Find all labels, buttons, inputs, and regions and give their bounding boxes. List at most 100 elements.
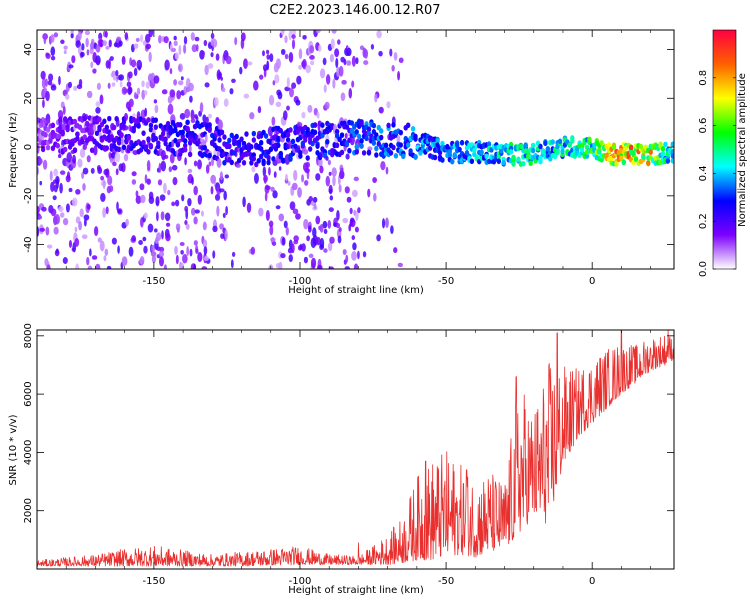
spectrogram-noise-cell [141, 80, 145, 88]
spectrogram-ridge-cell [364, 135, 369, 142]
spectrogram-noise-cell [50, 34, 55, 43]
spectrogram-noise-cell [323, 84, 327, 93]
spectrogram-ridge-cell [160, 130, 166, 137]
spectrogram-noise-cell [338, 184, 342, 193]
spectrogram-noise-cell [54, 214, 61, 225]
spectrogram-ridge-cell [146, 149, 151, 155]
spectrogram-ridge-cell [281, 158, 286, 164]
spectrogram-noise-cell [177, 138, 182, 143]
spectrogram-noise-cell [337, 39, 341, 45]
spectrogram-noise-cell [46, 264, 51, 269]
spectrogram-noise-cell [150, 244, 156, 253]
spectrogram-ridge-cell [104, 124, 110, 131]
spectrogram-ridge-cell [570, 135, 575, 141]
spectrogram-ridge-cell [261, 158, 266, 165]
spectrogram-noise-cell [293, 235, 299, 242]
spectrogram-noise-cell [342, 249, 347, 255]
spectrogram-noise-cell [376, 234, 381, 242]
spectrogram-ridge-cell [45, 118, 51, 124]
spectrogram-noise-cell [221, 87, 226, 92]
spectrogram-ridge-cell [450, 158, 455, 165]
spectrogram-noise-cell [167, 189, 171, 196]
spectrogram-noise-cell [231, 78, 236, 83]
spectrogram-ridge-cell [163, 136, 168, 143]
spectrogram-noise-cell [193, 216, 198, 225]
spectrogram-ridge-cell [249, 160, 254, 166]
spectrogram-ridge-cell [555, 149, 560, 156]
spectrogram-noise-cell [59, 182, 63, 194]
spectrogram-ridge-cell [530, 142, 536, 149]
spectrogram-noise-cell [175, 254, 179, 265]
spectrogram-noise-cell [284, 35, 288, 44]
spectrogram-noise-cell [135, 195, 142, 204]
spectrogram-noise-cell [325, 155, 329, 161]
spectrogram-ridge-cell [366, 126, 372, 132]
spectrogram-noise-cell [75, 263, 80, 269]
spectrogram-noise-cell [37, 142, 40, 154]
spectrogram-noise-cell [164, 59, 170, 71]
spectrogram-ridge-cell [111, 124, 117, 131]
spectrogram-noise-cell [71, 55, 76, 64]
spectrogram-noise-cell [266, 49, 270, 55]
spectrogram-noise-cell [389, 48, 393, 57]
spectrogram-noise-cell [305, 64, 311, 74]
spectrogram-ridge-cell [148, 126, 154, 133]
spectrogram-noise-cell [193, 160, 198, 167]
spectrogram-ridge-cell [55, 133, 61, 140]
spectrogram-ridge-cell [496, 158, 502, 165]
spectrogram-noise-cell [315, 30, 321, 34]
spectrogram-ridge-cell [72, 118, 78, 125]
spectrogram-noise-cell [180, 76, 184, 81]
spectrogram-ridge-cell [337, 136, 342, 143]
spectrogram-noise-cell [327, 242, 333, 252]
spectrogram-noise-cell [72, 154, 77, 164]
spectrogram-noise-cell [283, 220, 288, 229]
spectrogram-noise-cell [78, 221, 82, 231]
spectrogram-ridge-cell [131, 125, 136, 132]
spectrogram-noise-cell [148, 30, 154, 38]
spectrogram-noise-cell [213, 97, 219, 107]
spectrogram-noise-cell [329, 195, 334, 201]
spectrogram-noise-cell [105, 45, 110, 50]
spectrogram-noise-cell [178, 63, 183, 73]
spectrogram-noise-cell [121, 162, 126, 173]
spectrogram-noise-cell [230, 259, 234, 269]
spectrogram-ridge-cell [183, 146, 188, 153]
spectrogram-noise-cell [177, 80, 184, 86]
spectrogram-noise-cell [128, 86, 133, 94]
spectrogram-ridge-cell [285, 131, 291, 138]
spectrogram-noise-cell [214, 193, 221, 201]
spectrogram-noise-cell [301, 111, 306, 119]
spectrogram-ridge-cell [207, 127, 212, 133]
spectrogram-noise-cell [92, 68, 97, 74]
spectrogram-noise-cell [397, 70, 401, 81]
spectrogram-noise-cell [199, 102, 204, 113]
spectrogram-noise-cell [105, 206, 109, 215]
spectrogram-noise-cell [269, 225, 274, 236]
spectrogram-noise-cell [186, 245, 190, 257]
spectrogram-noise-cell [92, 124, 97, 132]
spectrogram-noise-cell [210, 174, 217, 184]
spectrogram-noise-cell [90, 167, 95, 174]
spectrogram-noise-cell [363, 60, 369, 65]
spectrogram-noise-cell [280, 48, 286, 55]
spectrogram-ridge-cell [312, 122, 318, 128]
spectrogram-noise-cell [84, 30, 91, 36]
spectrogram-noise-cell [75, 40, 81, 49]
spectrogram-noise-cell [171, 201, 176, 207]
spectrogram-noise-cell [45, 226, 50, 236]
spectrogram-ridge-cell [597, 149, 602, 155]
spectrogram-noise-cell [147, 223, 154, 233]
spectrogram-noise-cell [62, 105, 66, 115]
spectrogram-noise-cell [163, 264, 167, 269]
spectrogram-noise-cell [156, 232, 162, 241]
spectrogram-noise-cell [153, 99, 158, 104]
spectrogram-noise-cell [200, 137, 203, 143]
spectrogram-noise-cell [250, 246, 256, 255]
spectrogram-noise-cell [175, 223, 181, 231]
spectrogram-ridge-cell [408, 148, 413, 154]
spectrogram-noise-cell [65, 93, 70, 100]
spectrogram-ridge-cell [413, 133, 418, 140]
spectrogram-ridge-cell [227, 137, 232, 144]
spectrogram-ridge-cell [631, 150, 636, 156]
